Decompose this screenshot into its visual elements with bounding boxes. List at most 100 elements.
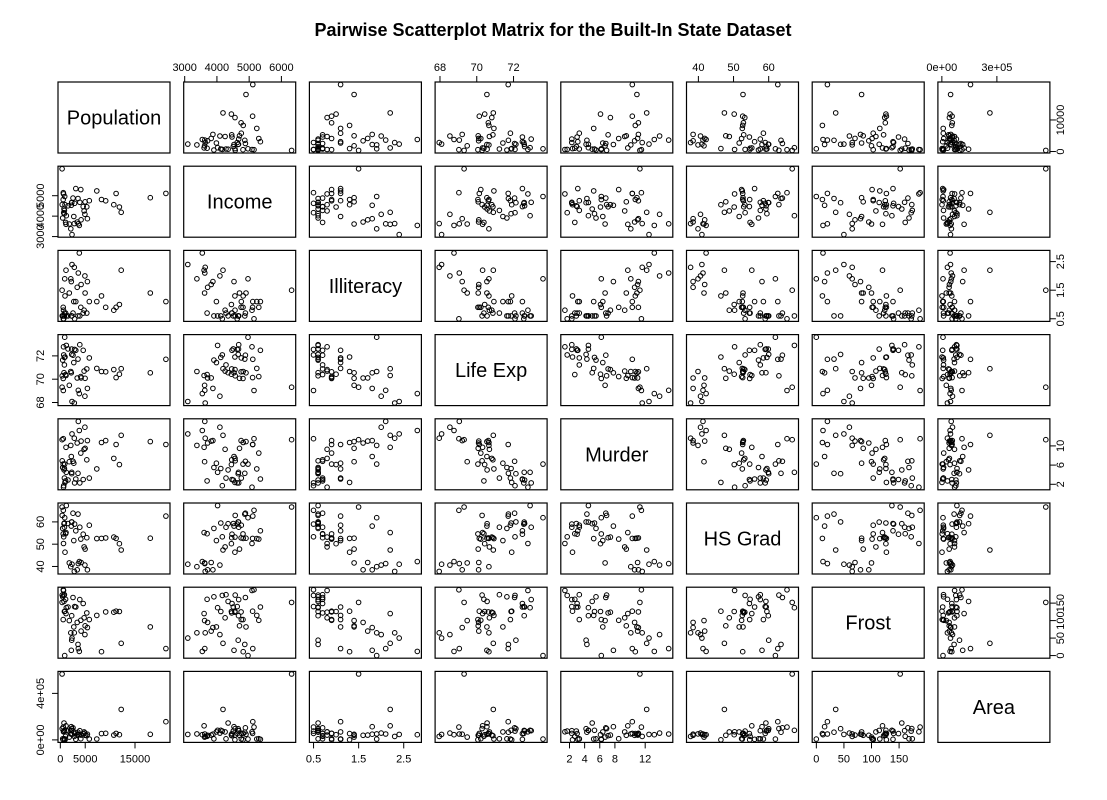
panel-income-vs-population [57,165,171,238]
data-point [63,502,70,509]
data-point [736,298,743,305]
variable-label-illiteracy: Illiteracy [329,276,402,298]
data-point [75,387,82,394]
data-point [68,630,74,636]
data-point [63,342,70,349]
data-point [476,628,482,634]
data-point [901,341,908,348]
data-point [775,298,781,305]
data-point [946,281,953,288]
data-point [253,365,260,372]
data-point [479,147,485,154]
data-point [391,630,398,636]
data-point [760,298,767,305]
data-point [232,455,238,462]
data-point [527,727,533,734]
data-point [315,356,321,362]
data-point [489,455,495,462]
data-point [337,513,344,519]
data-point [742,455,748,462]
data-point [324,729,330,735]
data-point [475,616,481,623]
data-point [665,560,672,567]
data-point [740,310,747,316]
data-point [217,133,223,139]
data-point [939,347,946,354]
data-point [905,195,911,201]
data-point [883,371,889,378]
data-point [75,418,82,425]
data-point [78,281,84,288]
data-point [351,445,357,452]
tick-label-income: 3000 [35,224,47,248]
data-point [832,365,839,372]
data-point [723,290,729,296]
data-point [562,191,568,197]
data-point [639,400,646,406]
data-point [831,313,837,319]
data-point [240,304,246,311]
data-point [873,133,879,140]
panel-border [57,418,171,491]
data-point [163,513,169,519]
data-point [527,313,533,319]
data-point [603,201,610,208]
data-point [879,145,886,151]
data-point [59,215,66,221]
data-point [940,207,947,214]
data-point [947,231,954,238]
data-point [319,203,326,210]
data-point [478,536,484,542]
data-point [116,461,123,468]
data-point [508,608,515,615]
data-point [527,212,533,219]
data-point [736,213,743,220]
data-point [564,352,571,358]
data-point [870,475,877,481]
data-point [102,369,109,375]
panel-area-vs-income [183,670,297,744]
data-point [70,310,76,316]
data-point [819,196,826,203]
data-point [876,346,883,352]
data-point [355,436,362,443]
data-point [860,375,867,382]
tick-label-life-exp: 70 [471,62,483,74]
tick-label-area: 0e+00 [926,62,957,74]
data-point [464,734,471,740]
data-point [949,134,955,140]
data-point [360,567,366,573]
data-point [201,529,207,536]
data-point [243,438,249,445]
data-point [328,437,335,444]
data-point [245,652,251,659]
panel-murder-vs-murder: Murder [560,418,674,491]
panel-population-vs-area [937,81,1051,154]
data-point [116,301,123,308]
data-point [821,141,828,148]
data-point [634,194,640,201]
data-point [940,514,946,521]
data-point [451,731,457,738]
data-point [60,540,67,547]
data-point [858,537,865,544]
data-point [513,313,519,319]
panel-hs-grad-vs-life-exp [434,502,548,575]
data-point [238,304,244,311]
data-point [500,140,506,146]
data-point [521,469,528,476]
data-point [507,298,514,305]
data-point [591,520,598,526]
data-point [236,623,243,629]
data-point [895,310,902,316]
data-point [763,604,770,610]
data-point [873,729,879,735]
data-point [256,617,262,624]
data-point [63,469,70,476]
data-point [784,189,790,196]
data-point [841,231,847,238]
data-point [60,387,67,394]
data-point [242,140,249,147]
data-point [755,357,762,363]
data-point [512,482,518,489]
